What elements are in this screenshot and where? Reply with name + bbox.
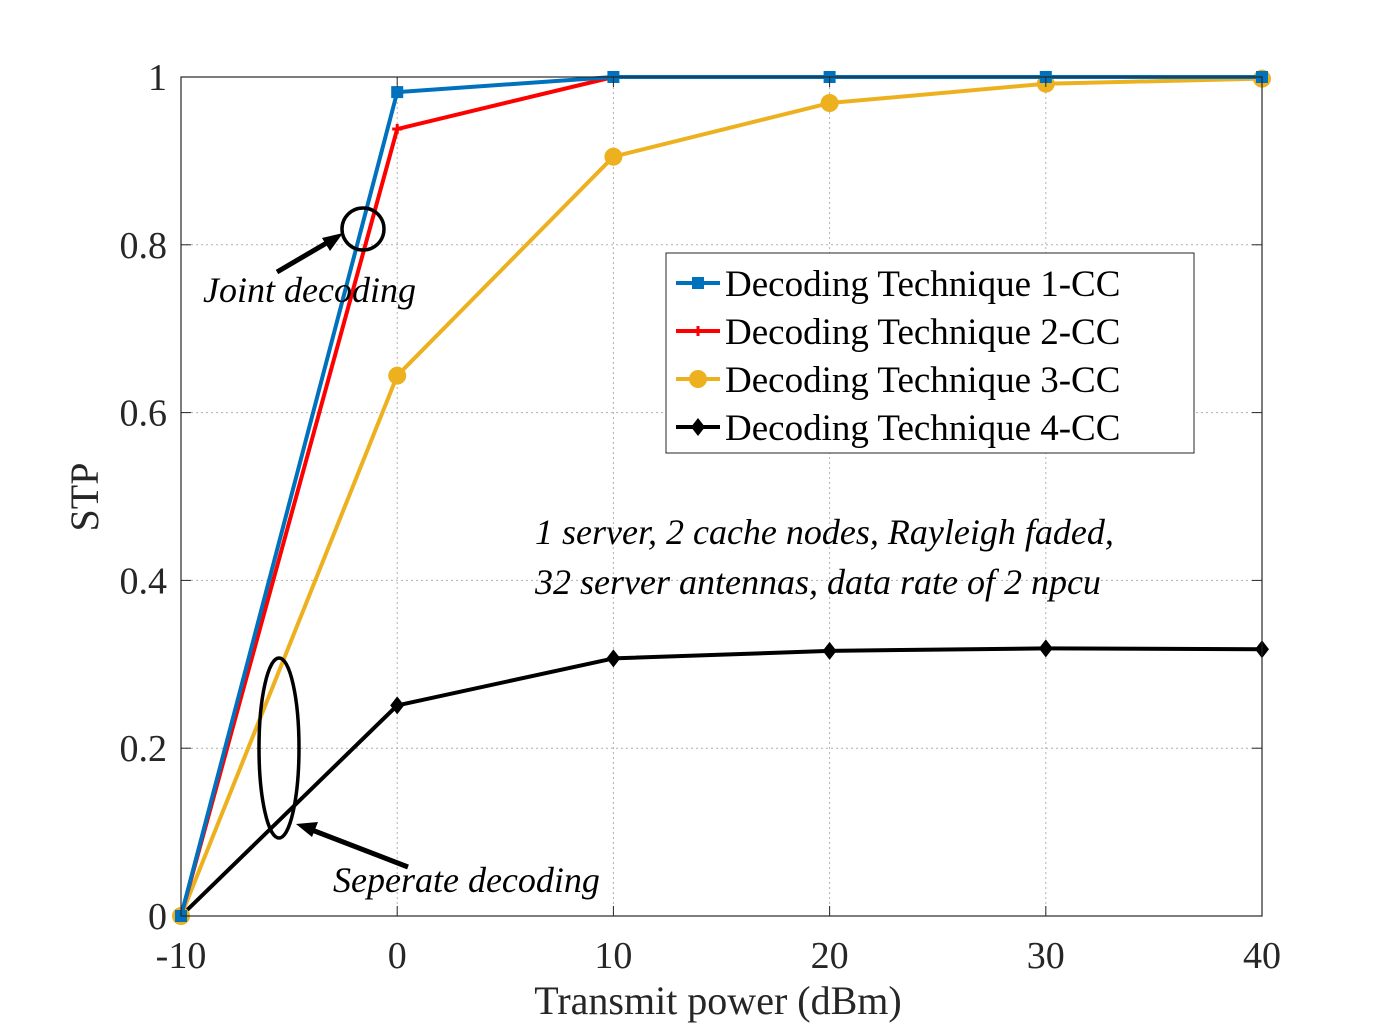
y-tick-label: 0.4 (120, 560, 168, 602)
series-lines (172, 69, 1271, 925)
y-tick-label: 0.8 (120, 225, 168, 267)
joint-decoding-arrowhead (322, 233, 343, 251)
series-2 (176, 72, 1267, 921)
data-point (822, 641, 837, 660)
legend-swatch-marker (691, 418, 705, 436)
series-line-1 (179, 75, 1262, 917)
y-axis-label: STP (62, 463, 107, 532)
joint-decoding-circle (340, 206, 386, 252)
series-line-4 (179, 646, 1263, 918)
joint-decoding-arrow (275, 238, 332, 275)
legend-label: Decoding Technique 1-CC (725, 264, 1120, 305)
separate-decoding-label: Seperate decoding (333, 860, 600, 900)
separate-decoding-arrow (311, 827, 409, 870)
legend-label: Decoding Technique 3-CC (725, 360, 1120, 401)
separate-decoding-arrowhead (296, 822, 318, 837)
y-tick-label: 0 (148, 896, 167, 938)
series-1 (175, 71, 1268, 922)
legend-box (665, 252, 1195, 454)
data-point (606, 649, 621, 668)
legend-swatch-marker (689, 370, 707, 388)
params-annotation-line2: 32 server antennas, data rate of 2 npcu (534, 562, 1101, 602)
legend-entry-1: Decoding Technique 1-CC (676, 264, 1120, 305)
series-3 (172, 69, 1271, 925)
data-point (390, 696, 405, 715)
grid (181, 77, 1262, 916)
data-point (604, 147, 623, 166)
legend-swatch-marker (693, 326, 703, 336)
x-tick-label: 10 (594, 935, 632, 977)
legend-entry-2: Decoding Technique 2-CC (676, 312, 1120, 353)
y-tick-label: 0.6 (120, 393, 168, 435)
y-tick-label: 0.2 (120, 728, 168, 770)
y-tick-label: 1 (148, 57, 167, 99)
data-point (820, 94, 839, 113)
joint-decoding-label: Joint decoding (203, 270, 416, 310)
x-tick-label: 20 (811, 935, 849, 977)
legend: Decoding Technique 1-CC Decoding Techniqu… (665, 252, 1195, 454)
legend-label: Decoding Technique 2-CC (725, 312, 1120, 353)
separate-decoding-ellipse (257, 656, 301, 840)
data-point (391, 86, 404, 99)
legend-label: Decoding Technique 4-CC (725, 408, 1120, 449)
x-tick-label: 40 (1243, 935, 1281, 977)
annotations: Joint decoding Seperate decoding 1 serve… (203, 206, 1114, 900)
series-line-2 (179, 75, 1262, 917)
params-annotation-line1: 1 server, 2 cache nodes, Rayleigh faded, (535, 512, 1114, 552)
data-point (1038, 639, 1053, 658)
x-tick-label: 30 (1027, 935, 1065, 977)
x-axis-label: Transmit power (dBm) (534, 978, 901, 1023)
legend-entry-3: Decoding Technique 3-CC (676, 360, 1120, 401)
plot-frame (180, 76, 1263, 917)
legend-entry-4: Decoding Technique 4-CC (676, 408, 1120, 449)
series-line-3 (179, 76, 1263, 917)
data-point (388, 366, 407, 385)
x-tick-label: 0 (388, 935, 407, 977)
data-point (392, 124, 403, 135)
x-tick-label: -10 (156, 935, 207, 977)
legend-swatch-marker (692, 277, 704, 289)
